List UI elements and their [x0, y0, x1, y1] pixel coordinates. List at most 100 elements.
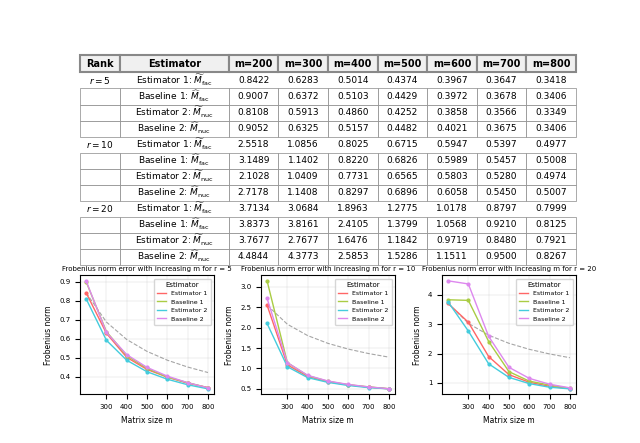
Estimator 2 — [525, 381, 533, 386]
Baseline 1 — [123, 353, 131, 358]
Estimator 1 — [284, 362, 291, 368]
Y-axis label: Frobenius norm: Frobenius norm — [44, 305, 54, 365]
Estimator 2 — [304, 375, 312, 380]
Baseline 1 — [505, 369, 513, 374]
Line: Baseline 1: Baseline 1 — [84, 280, 209, 389]
Legend: Estimator 1, Baseline 1, Estimator 2, Baseline 2: Estimator 1, Baseline 1, Estimator 2, Ba… — [154, 279, 211, 325]
Title: Frobenius norm error with increasing m for r = 10: Frobenius norm error with increasing m f… — [241, 266, 415, 272]
Baseline 2 — [344, 382, 352, 387]
Baseline 2 — [163, 373, 171, 379]
Estimator 1 — [102, 330, 110, 336]
Estimator 1 — [465, 319, 472, 325]
Baseline 2 — [566, 385, 573, 391]
Estimator 2 — [284, 364, 291, 369]
X-axis label: Matrix size m: Matrix size m — [302, 416, 354, 424]
Baseline 1 — [263, 278, 271, 284]
Baseline 2 — [263, 296, 271, 301]
Baseline 2 — [102, 330, 110, 335]
Baseline 1 — [365, 384, 372, 389]
Baseline 2 — [444, 278, 452, 284]
Title: Frobenius norm error with increasing m for r = 5: Frobenius norm error with increasing m f… — [62, 266, 232, 272]
Baseline 2 — [525, 376, 533, 381]
Baseline 2 — [324, 378, 332, 384]
Y-axis label: Frobenius norm: Frobenius norm — [413, 305, 422, 365]
Baseline 1 — [204, 385, 212, 390]
Baseline 1 — [566, 385, 573, 391]
Estimator 2 — [465, 328, 472, 334]
Estimator 2 — [365, 385, 372, 390]
Estimator 2 — [344, 383, 352, 388]
Estimator 2 — [505, 375, 513, 380]
Estimator 2 — [444, 299, 452, 304]
Estimator 2 — [102, 338, 110, 343]
Baseline 1 — [184, 380, 191, 385]
Estimator 1 — [143, 367, 151, 372]
Baseline 1 — [143, 366, 151, 371]
Baseline 2 — [184, 380, 191, 385]
Baseline 1 — [385, 386, 393, 391]
Estimator 1 — [365, 385, 372, 390]
Baseline 1 — [83, 279, 90, 284]
Line: Baseline 1: Baseline 1 — [266, 280, 390, 390]
Title: Frobenius norm error with increasing m for r = 20: Frobenius norm error with increasing m f… — [422, 266, 596, 272]
Estimator 1 — [83, 290, 90, 295]
Estimator 2 — [324, 380, 332, 385]
Estimator 1 — [505, 372, 513, 377]
Estimator 1 — [263, 303, 271, 308]
Estimator 1 — [566, 386, 573, 391]
Baseline 2 — [284, 360, 291, 365]
Line: Estimator 2: Estimator 2 — [84, 297, 209, 390]
Baseline 2 — [546, 381, 554, 387]
Estimator 2 — [163, 377, 171, 382]
Line: Baseline 1: Baseline 1 — [447, 299, 572, 390]
Line: Baseline 2: Baseline 2 — [447, 280, 572, 389]
Baseline 1 — [102, 329, 110, 334]
Estimator 1 — [344, 382, 352, 388]
Baseline 2 — [465, 281, 472, 287]
Line: Estimator 1: Estimator 1 — [447, 302, 572, 390]
Estimator 1 — [385, 386, 393, 392]
Baseline 1 — [324, 379, 332, 384]
Baseline 2 — [485, 334, 493, 339]
Y-axis label: Frobenius norm: Frobenius norm — [225, 305, 234, 365]
Estimator 1 — [525, 380, 533, 385]
Baseline 2 — [365, 384, 372, 389]
Estimator 1 — [123, 355, 131, 360]
Estimator 2 — [204, 386, 212, 392]
Baseline 1 — [163, 374, 171, 380]
Line: Estimator 2: Estimator 2 — [447, 300, 572, 390]
Estimator 1 — [304, 374, 312, 379]
Baseline 1 — [284, 360, 291, 365]
X-axis label: Matrix size m: Matrix size m — [121, 416, 173, 424]
Line: Estimator 2: Estimator 2 — [266, 322, 390, 390]
Estimator 1 — [184, 381, 191, 386]
Estimator 2 — [566, 386, 573, 392]
Line: Baseline 2: Baseline 2 — [84, 280, 209, 389]
Estimator 2 — [83, 296, 90, 301]
Estimator 1 — [485, 354, 493, 359]
X-axis label: Matrix size m: Matrix size m — [483, 416, 535, 424]
Legend: Estimator 1, Baseline 1, Estimator 2, Baseline 2: Estimator 1, Baseline 1, Estimator 2, Ba… — [516, 279, 573, 325]
Line: Estimator 1: Estimator 1 — [84, 291, 209, 389]
Legend: Estimator 1, Baseline 1, Estimator 2, Baseline 2: Estimator 1, Baseline 1, Estimator 2, Ba… — [335, 279, 392, 325]
Baseline 1 — [546, 382, 554, 388]
Baseline 1 — [525, 378, 533, 384]
Baseline 2 — [143, 365, 151, 370]
Estimator 2 — [485, 361, 493, 366]
Baseline 1 — [444, 297, 452, 303]
Estimator 1 — [444, 301, 452, 306]
Baseline 1 — [485, 339, 493, 344]
Estimator 1 — [324, 379, 332, 385]
Estimator 2 — [385, 386, 393, 392]
Baseline 2 — [123, 352, 131, 357]
Baseline 2 — [204, 385, 212, 390]
Estimator 2 — [546, 385, 554, 390]
Estimator 1 — [546, 384, 554, 389]
Baseline 2 — [304, 373, 312, 378]
Estimator 2 — [184, 382, 191, 388]
Estimator 2 — [123, 358, 131, 363]
Estimator 1 — [163, 374, 171, 380]
Baseline 2 — [505, 365, 513, 370]
Line: Baseline 2: Baseline 2 — [266, 297, 390, 390]
Line: Estimator 1: Estimator 1 — [266, 304, 390, 390]
